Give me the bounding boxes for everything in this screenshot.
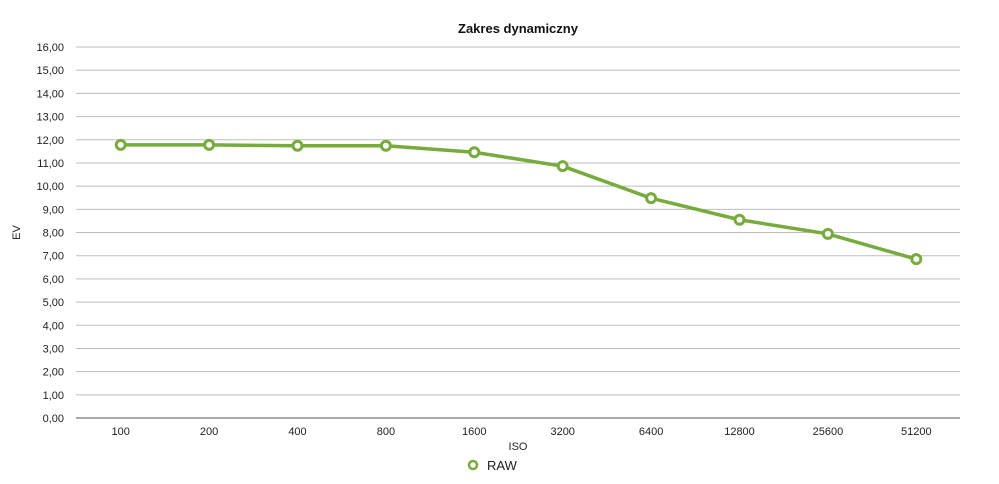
data-point xyxy=(645,192,658,205)
x-axis-ticks: 100 200 400 800 1600 3200 6400 12800 25600 51200 xyxy=(112,426,932,438)
data-point xyxy=(114,138,127,151)
series-raw xyxy=(114,138,923,266)
data-point xyxy=(203,138,216,151)
y-tick-label: 2,00 xyxy=(43,367,64,379)
y-tick-label: 3,00 xyxy=(43,343,64,355)
y-tick-label: 8,00 xyxy=(43,228,64,240)
x-tick-label: 100 xyxy=(112,426,130,438)
y-tick-label: 14,00 xyxy=(36,88,64,100)
y-tick-label: 6,00 xyxy=(43,274,64,286)
x-tick-label: 3200 xyxy=(550,426,574,438)
data-point xyxy=(910,253,923,266)
y-axis-label: EV xyxy=(11,225,23,240)
data-point xyxy=(821,227,834,240)
data-point xyxy=(468,146,481,159)
y-tick-label: 7,00 xyxy=(43,251,64,263)
y-tick-label: 10,00 xyxy=(36,181,64,193)
y-tick-label: 1,00 xyxy=(43,390,64,402)
x-tick-label: 200 xyxy=(200,426,218,438)
x-tick-label: 51200 xyxy=(901,426,932,438)
y-tick-label: 12,00 xyxy=(36,135,64,147)
legend: RAW xyxy=(467,458,518,473)
x-tick-label: 800 xyxy=(377,426,395,438)
x-tick-label: 400 xyxy=(288,426,306,438)
y-tick-label: 4,00 xyxy=(43,320,64,332)
y-tick-label: 15,00 xyxy=(36,65,64,77)
x-axis-label: ISO xyxy=(509,441,528,453)
y-tick-label: 13,00 xyxy=(36,112,64,124)
x-tick-label: 12800 xyxy=(724,426,755,438)
y-tick-label: 11,00 xyxy=(37,158,64,170)
x-tick-label: 6400 xyxy=(639,426,663,438)
x-tick-label: 1600 xyxy=(462,426,486,438)
y-tick-label: 16,00 xyxy=(36,42,64,54)
data-point xyxy=(291,139,304,152)
data-point xyxy=(733,213,746,226)
series-line xyxy=(118,143,919,261)
x-tick-label: 25600 xyxy=(813,426,844,438)
grid-lines xyxy=(76,46,960,396)
legend-marker-raw xyxy=(467,459,479,471)
chart-title: Zakres dynamiczny xyxy=(458,21,579,36)
y-tick-label: 0,00 xyxy=(43,413,64,425)
data-point xyxy=(379,139,392,152)
legend-label-raw: RAW xyxy=(487,458,518,473)
y-tick-label: 5,00 xyxy=(43,297,64,309)
y-tick-label: 9,00 xyxy=(43,204,64,216)
y-axis-ticks: 0,00 1,00 2,00 3,00 4,00 5,00 6,00 7,00 8,00 9,00… xyxy=(36,42,64,425)
data-point xyxy=(556,160,569,173)
